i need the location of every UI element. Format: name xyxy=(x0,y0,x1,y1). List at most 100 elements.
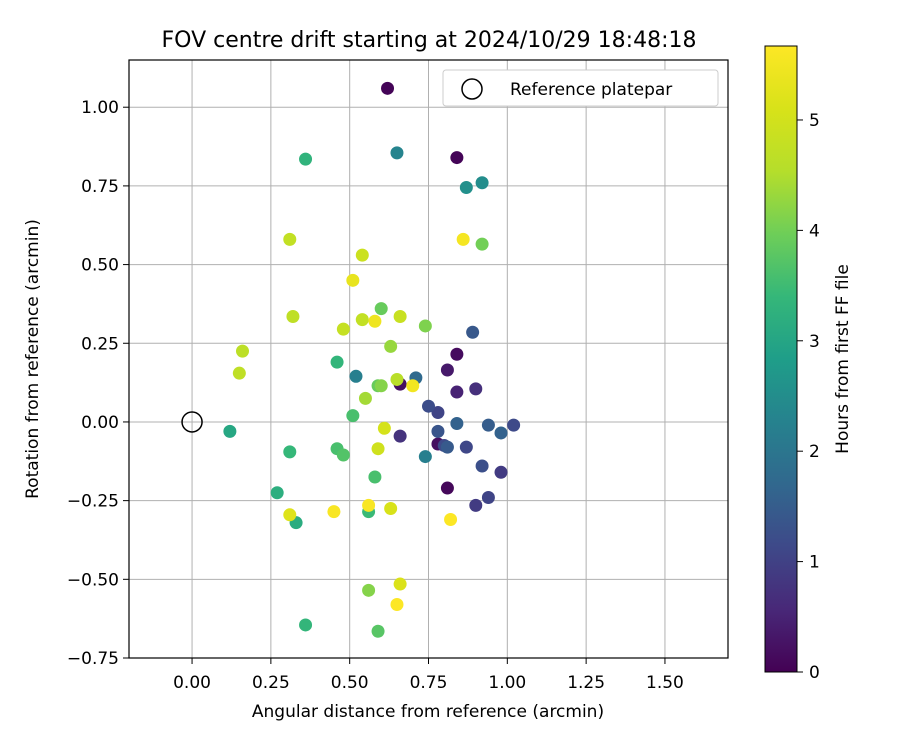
colorbar-tick-label: 5 xyxy=(809,111,820,131)
data-point xyxy=(381,81,395,95)
x-tick-label: 1.50 xyxy=(646,673,684,693)
x-tick-label: 0.75 xyxy=(410,673,448,693)
data-point xyxy=(283,232,297,246)
data-point xyxy=(355,313,369,327)
colorbar-tick-label: 3 xyxy=(809,332,820,352)
data-point xyxy=(384,339,398,353)
colorbar xyxy=(764,45,798,673)
data-point xyxy=(349,369,363,383)
data-point xyxy=(393,577,407,591)
data-point xyxy=(355,248,369,262)
data-point xyxy=(390,597,404,611)
legend-box xyxy=(442,69,719,107)
data-point xyxy=(270,486,284,500)
x-tick-label: 0.00 xyxy=(173,673,211,693)
data-point xyxy=(475,237,489,251)
y-tick-label: 1.00 xyxy=(81,98,119,118)
y-axis-label: Rotation from reference (arcmin) xyxy=(23,219,43,499)
data-point xyxy=(459,180,473,194)
data-point xyxy=(223,424,237,438)
y-tick-label: 0.25 xyxy=(81,334,119,354)
data-point xyxy=(450,347,464,361)
data-point xyxy=(450,385,464,399)
data-point xyxy=(494,465,508,479)
data-point xyxy=(346,409,360,423)
data-point xyxy=(368,314,382,328)
data-point xyxy=(336,322,350,336)
data-point xyxy=(283,508,297,522)
colorbar-tick-label: 1 xyxy=(809,553,820,573)
colorbar-label: Hours from first FF file xyxy=(833,264,853,454)
data-point xyxy=(393,429,407,443)
x-axis-label: Angular distance from reference (arcmin) xyxy=(252,702,604,722)
data-point xyxy=(466,325,480,339)
data-point xyxy=(327,505,341,519)
data-point xyxy=(371,442,385,456)
data-point xyxy=(336,448,350,462)
legend: Reference platepar xyxy=(442,69,719,107)
data-point xyxy=(475,459,489,473)
colorbar-tick-label: 4 xyxy=(809,221,820,241)
data-point xyxy=(422,399,435,413)
data-point xyxy=(469,498,483,512)
data-point xyxy=(330,355,344,369)
legend-marker xyxy=(461,78,483,100)
data-point xyxy=(374,302,388,316)
data-point xyxy=(371,624,385,638)
data-point xyxy=(440,440,454,454)
data-point xyxy=(481,490,495,504)
data-point xyxy=(456,232,470,246)
data-point xyxy=(440,363,454,377)
data-point xyxy=(418,319,432,333)
data-point xyxy=(481,418,495,432)
data-point xyxy=(475,176,489,190)
x-tick-label: 0.25 xyxy=(252,673,290,693)
data-point xyxy=(469,382,483,396)
scatter-points xyxy=(223,81,521,638)
data-point xyxy=(431,406,445,420)
data-point xyxy=(507,418,521,432)
data-point xyxy=(358,391,372,405)
data-point xyxy=(235,344,249,358)
data-point xyxy=(368,470,382,484)
data-point xyxy=(494,426,508,440)
data-point xyxy=(362,498,376,512)
data-point xyxy=(406,379,420,393)
data-point xyxy=(459,440,473,454)
data-point xyxy=(390,146,404,160)
data-point xyxy=(431,424,445,438)
y-axis-ticks: −0.75 −0.50 −0.25 0.00 0.25 0.50 0.75 1.00 xyxy=(67,98,129,669)
chart-title: FOV centre drift starting at 2024/10/29 … xyxy=(162,28,697,53)
x-axis-ticks: 0.00 0.25 0.50 0.75 1.00 1.25 1.50 xyxy=(173,658,684,693)
legend-label: Reference platepar xyxy=(510,80,672,100)
y-tick-label: 0.00 xyxy=(81,413,119,433)
data-point xyxy=(377,421,391,435)
x-tick-label: 1.25 xyxy=(567,673,605,693)
data-point xyxy=(374,379,388,393)
data-point xyxy=(232,366,246,380)
data-point xyxy=(283,445,297,459)
y-tick-label: −0.50 xyxy=(67,570,119,590)
y-tick-label: −0.75 xyxy=(67,649,119,669)
data-point xyxy=(440,481,454,495)
data-point xyxy=(362,583,376,597)
reference-platepar-marker xyxy=(181,411,203,433)
data-point xyxy=(444,513,458,527)
data-point xyxy=(346,273,360,287)
y-tick-label: 0.50 xyxy=(81,256,119,276)
data-point xyxy=(299,618,313,632)
data-point xyxy=(299,152,313,166)
data-point xyxy=(393,310,407,324)
data-point xyxy=(384,502,398,515)
data-point xyxy=(390,372,404,386)
colorbar-ticks: 0 1 2 3 4 5 xyxy=(797,111,820,683)
data-point xyxy=(286,310,300,324)
data-point xyxy=(418,450,432,464)
x-tick-label: 1.00 xyxy=(488,673,526,693)
x-tick-label: 0.50 xyxy=(331,673,369,693)
y-tick-label: −0.25 xyxy=(67,492,119,512)
colorbar-tick-label: 0 xyxy=(809,663,820,683)
data-point xyxy=(450,151,464,165)
y-tick-label: 0.75 xyxy=(81,177,119,197)
